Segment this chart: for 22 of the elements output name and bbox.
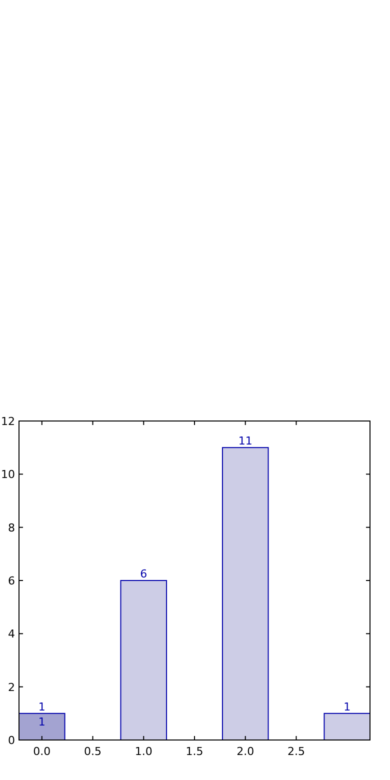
data-label: 6 <box>140 568 148 580</box>
annotation: 1 <box>38 715 46 728</box>
x-tick-label: 2.0 <box>236 745 254 758</box>
x-tick-label: 0.0 <box>33 745 51 758</box>
y-tick-label: 8 <box>8 521 15 534</box>
data-label: 11 <box>238 434 252 448</box>
y-tick-label: 10 <box>1 468 15 482</box>
bar <box>120 580 168 740</box>
data-label: 1 <box>344 700 351 714</box>
y-tick-label: 6 <box>8 574 15 588</box>
y-tick-label: 0 <box>8 734 15 747</box>
bar <box>19 712 66 740</box>
x-tick-label: 0.5 <box>84 745 102 758</box>
y-tick-label: 4 <box>8 628 15 641</box>
y-tick-label: 2 <box>8 680 15 694</box>
x-tick-label: 2.5 <box>287 745 305 758</box>
x-tick-label: 1.5 <box>186 745 204 758</box>
y-tick-label: 12 <box>1 415 15 428</box>
bar <box>324 712 370 740</box>
bar <box>222 447 269 740</box>
x-tick-label: 1.0 <box>134 745 152 758</box>
data-label: 1 <box>38 700 46 714</box>
